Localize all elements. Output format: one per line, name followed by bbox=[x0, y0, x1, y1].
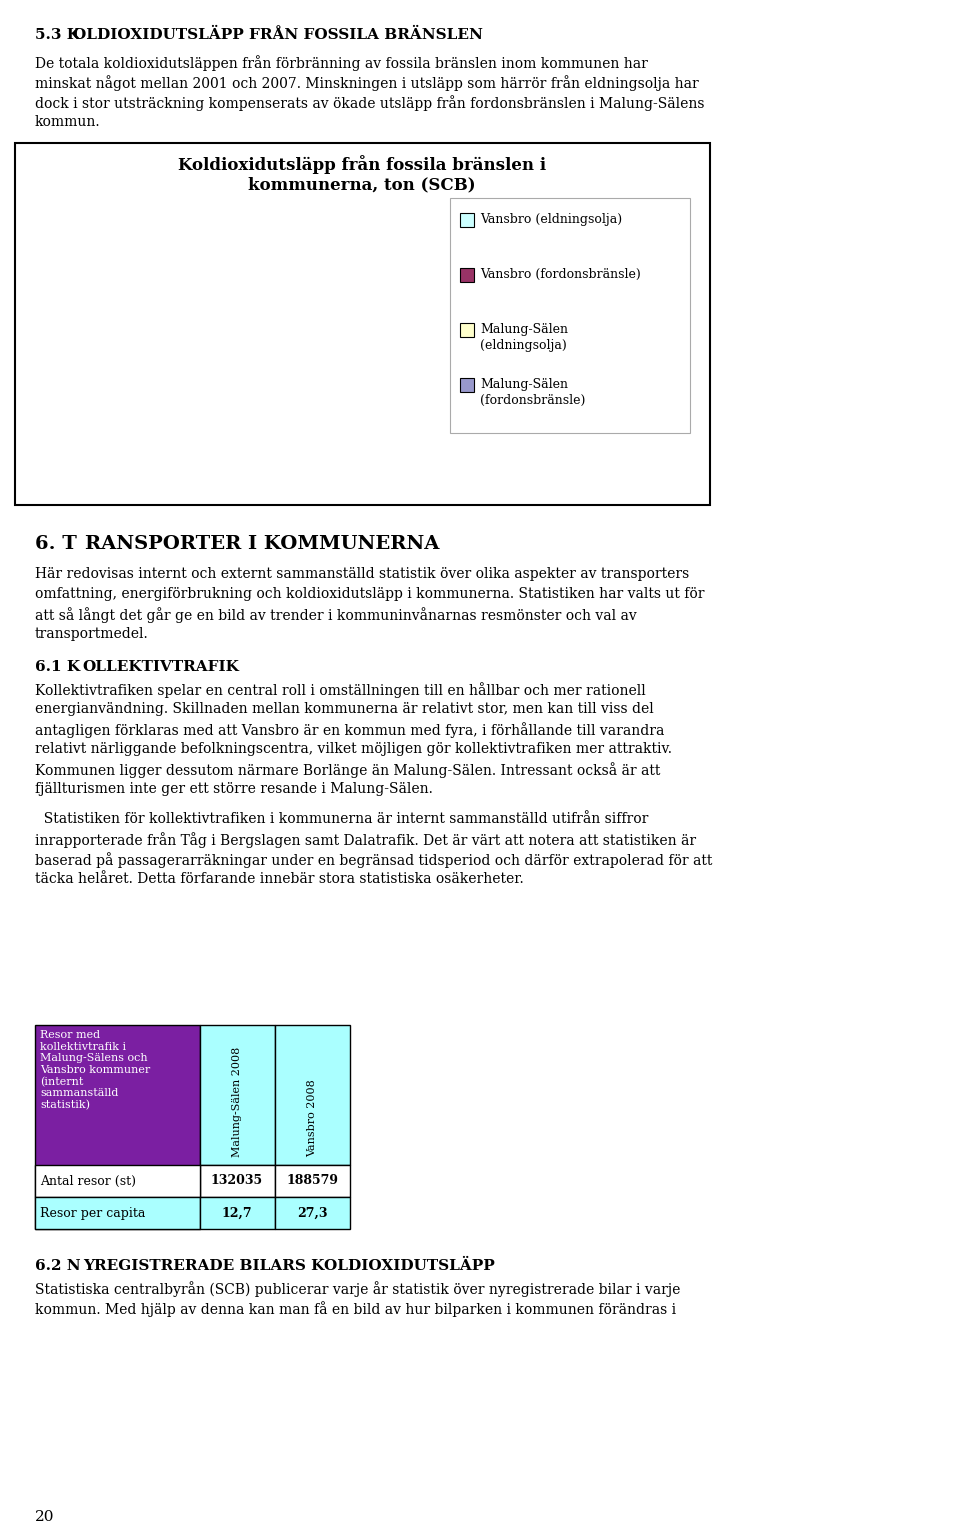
Text: 188579: 188579 bbox=[286, 1175, 338, 1187]
Text: Malung-Sälen 2008: Malung-Sälen 2008 bbox=[232, 1047, 242, 1157]
Text: Malung-Sälen: Malung-Sälen bbox=[480, 323, 568, 336]
Text: OLDIOXIDUTSLÄPP FRÅN FOSSILA BRÄNSLEN: OLDIOXIDUTSLÄPP FRÅN FOSSILA BRÄNSLEN bbox=[73, 28, 483, 42]
Text: 12,7: 12,7 bbox=[222, 1206, 252, 1220]
Text: 6. T: 6. T bbox=[35, 534, 77, 553]
Text: kommun. Med hjälp av denna kan man få en bild av hur bilparken i kommunen föränd: kommun. Med hjälp av denna kan man få en… bbox=[35, 1301, 676, 1317]
Text: inrapporterade från Tåg i Bergslagen samt Dalatrafik. Det är värt att notera att: inrapporterade från Tåg i Bergslagen sam… bbox=[35, 832, 696, 849]
Text: De totala koldioxidutsläppen från förbränning av fossila bränslen inom kommunen : De totala koldioxidutsläppen från förbrä… bbox=[35, 55, 648, 71]
Text: fjällturismen inte ger ett större resande i Malung-Sälen.: fjällturismen inte ger ett större resand… bbox=[35, 782, 433, 796]
Text: 5.3 K: 5.3 K bbox=[35, 28, 80, 42]
Text: (eldningsolja): (eldningsolja) bbox=[480, 339, 566, 353]
Text: dock i stor utsträckning kompenserats av ökade utsläpp från fordonsbränslen i Ma: dock i stor utsträckning kompenserats av… bbox=[35, 95, 705, 111]
Text: Kollektivtrafiken spelar en central roll i omställningen till en hållbar och mer: Kollektivtrafiken spelar en central roll… bbox=[35, 682, 646, 698]
Text: Vansbro 2008: Vansbro 2008 bbox=[307, 1080, 317, 1157]
Text: YREGISTRERADE BILARS KOLDIOXIDUTSLÄPP: YREGISTRERADE BILARS KOLDIOXIDUTSLÄPP bbox=[83, 1260, 494, 1274]
Text: relativt närliggande befolkningscentra, vilket möjligen gör kollektivtrafiken me: relativt närliggande befolkningscentra, … bbox=[35, 742, 672, 756]
Text: Statistiska centralbyrån (SCB) publicerar varje år statistik över nyregistrerade: Statistiska centralbyrån (SCB) publicera… bbox=[35, 1281, 681, 1297]
Text: täcka helåret. Detta förfarande innebär stora statistiska osäkerheter.: täcka helåret. Detta förfarande innebär … bbox=[35, 872, 524, 885]
Text: 27,3: 27,3 bbox=[297, 1206, 327, 1220]
Text: Resor med
kollektivtrafik i
Malung-Sälens och
Vansbro kommuner
(internt
sammanst: Resor med kollektivtrafik i Malung-Sälen… bbox=[40, 1030, 151, 1110]
Text: (fordonsbränsle): (fordonsbränsle) bbox=[480, 394, 586, 407]
Text: 6.2 N: 6.2 N bbox=[35, 1260, 81, 1274]
Text: Statistiken för kollektivtrafiken i kommunerna är internt sammanställd utifrån s: Statistiken för kollektivtrafiken i komm… bbox=[35, 812, 648, 825]
Text: Malung-Sälen: Malung-Sälen bbox=[480, 377, 568, 391]
Text: Resor per capita: Resor per capita bbox=[40, 1206, 145, 1220]
Text: OLLEKTIVTRAFIK: OLLEKTIVTRAFIK bbox=[82, 661, 239, 675]
Text: baserad på passagerarräkningar under en begränsad tidsperiod och därför extrapol: baserad på passagerarräkningar under en … bbox=[35, 852, 712, 869]
Text: Antal resor (st): Antal resor (st) bbox=[40, 1175, 136, 1187]
Text: omfattning, energiförbrukning och koldioxidutsläpp i kommunerna. Statistiken har: omfattning, energiförbrukning och koldio… bbox=[35, 587, 705, 601]
Text: Kommunen ligger dessutom närmare Borlänge än Malung-Sälen. Intressant också är a: Kommunen ligger dessutom närmare Borläng… bbox=[35, 762, 660, 778]
Text: 20: 20 bbox=[35, 1511, 55, 1525]
Text: antagligen förklaras med att Vansbro är en kommun med fyra, i förhållande till v: antagligen förklaras med att Vansbro är … bbox=[35, 722, 664, 738]
Text: minskat något mellan 2001 och 2007. Minskningen i utsläpp som härrör från eldnin: minskat något mellan 2001 och 2007. Mins… bbox=[35, 75, 699, 91]
Text: kommun.: kommun. bbox=[35, 116, 101, 129]
Text: 6.1 K: 6.1 K bbox=[35, 661, 80, 675]
Text: energianvändning. Skillnaden mellan kommunerna är relativt stor, men kan till vi: energianvändning. Skillnaden mellan komm… bbox=[35, 702, 654, 716]
Text: Vansbro (fordonsbränsle): Vansbro (fordonsbränsle) bbox=[480, 268, 640, 280]
Text: att så långt det går ge en bild av trender i kommuninvånarnas resmönster och val: att så långt det går ge en bild av trend… bbox=[35, 607, 636, 622]
Text: Vansbro (eldningsolja): Vansbro (eldningsolja) bbox=[480, 213, 622, 226]
Text: transportmedel.: transportmedel. bbox=[35, 627, 149, 641]
Text: RANSPORTER I KOMMUNERNA: RANSPORTER I KOMMUNERNA bbox=[85, 534, 440, 553]
Text: 132035: 132035 bbox=[211, 1175, 263, 1187]
Text: Koldioxidutsläpp från fossila bränslen i
kommunerna, ton (SCB): Koldioxidutsläpp från fossila bränslen i… bbox=[178, 156, 546, 194]
Text: Här redovisas internt och externt sammanställd statistik över olika aspekter av : Här redovisas internt och externt samman… bbox=[35, 567, 689, 581]
